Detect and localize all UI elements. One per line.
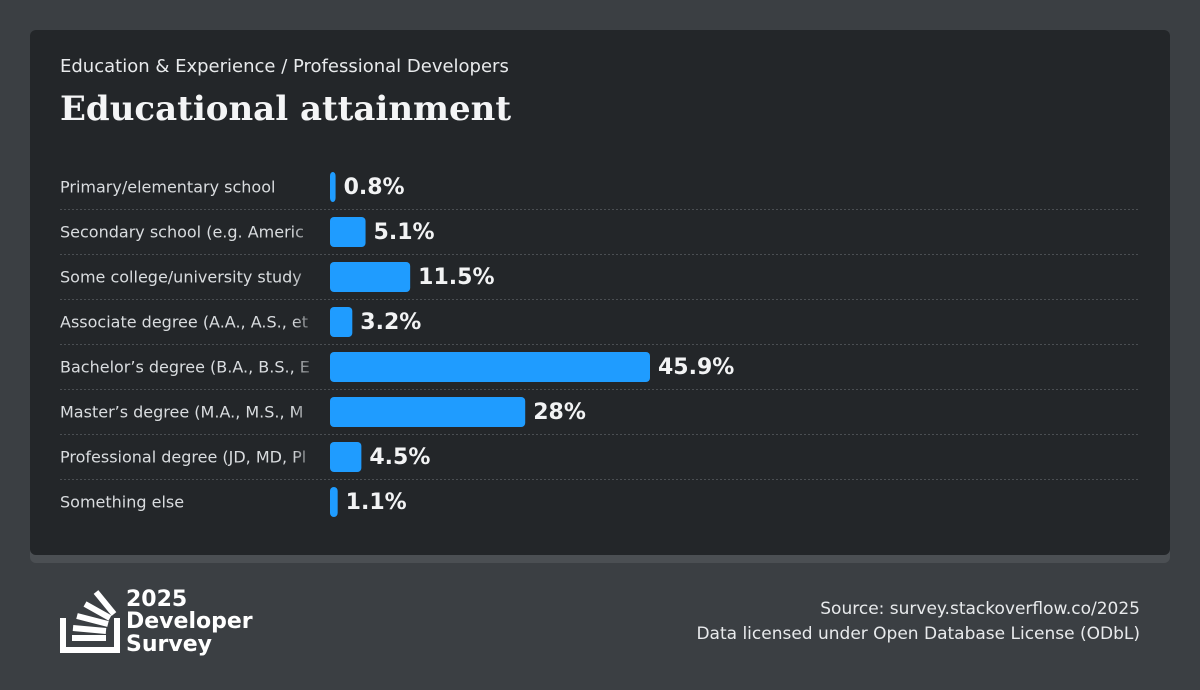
label-fade bbox=[292, 218, 322, 246]
bar bbox=[330, 487, 338, 517]
label-fade bbox=[292, 353, 322, 381]
bar bbox=[330, 172, 336, 202]
category-label: Some college/university study bbox=[60, 268, 302, 287]
label-fade bbox=[292, 263, 322, 291]
category-label: Master’s degree (M.A., M.S., M bbox=[60, 403, 303, 422]
source: Source: survey.stackoverflow.co/2025 bbox=[820, 599, 1140, 619]
label-fade bbox=[292, 488, 322, 516]
category-label: Primary/elementary school bbox=[60, 178, 275, 197]
category-label: Professional degree (JD, MD, Pl bbox=[60, 448, 306, 467]
label-fade bbox=[292, 443, 322, 471]
value-label: 4.5% bbox=[369, 445, 430, 470]
label-fade bbox=[292, 308, 322, 336]
label-fade bbox=[292, 173, 322, 201]
category-label: Secondary school (e.g. Americ bbox=[60, 223, 304, 242]
category-label: Bachelor’s degree (B.A., B.S., E bbox=[60, 358, 310, 377]
value-label: 0.8% bbox=[344, 175, 405, 200]
value-label: 45.9% bbox=[658, 355, 734, 380]
label-fade bbox=[292, 398, 322, 426]
logo-text: 2025 bbox=[126, 587, 187, 612]
bar bbox=[330, 307, 353, 337]
logo-text: Developer bbox=[126, 609, 253, 634]
value-label: 3.2% bbox=[360, 310, 421, 335]
category-label: Associate degree (A.A., A.S., et bbox=[60, 313, 308, 332]
category-label: Something else bbox=[60, 493, 184, 512]
license: Data licensed under Open Database Licens… bbox=[696, 624, 1140, 644]
logo-text: Survey bbox=[126, 632, 212, 657]
breadcrumb: Education & Experience / Professional De… bbox=[60, 56, 509, 77]
value-label: 1.1% bbox=[346, 490, 407, 515]
value-label: 5.1% bbox=[374, 220, 435, 245]
bar bbox=[330, 352, 650, 382]
bar bbox=[330, 217, 366, 247]
value-label: 28% bbox=[533, 400, 586, 425]
logo-icon bbox=[60, 590, 120, 653]
bar bbox=[330, 262, 411, 292]
bar bbox=[330, 442, 362, 472]
chart-title: Educational attainment bbox=[60, 89, 511, 129]
bar bbox=[330, 397, 526, 427]
value-label: 11.5% bbox=[418, 265, 494, 290]
